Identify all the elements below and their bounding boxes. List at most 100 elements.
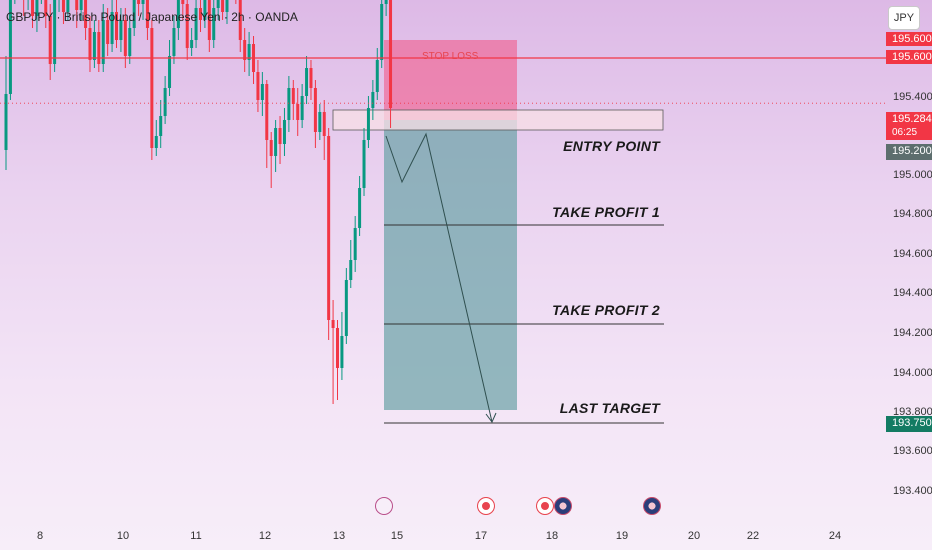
candle [58,0,60,12]
candle-body [340,336,344,368]
price-tick-label: 194.800 [893,208,932,220]
candle-body [106,20,110,44]
candle [225,0,229,24]
projection-path [385,132,493,423]
candle [150,20,154,160]
uk-flag-event-icon-2[interactable] [643,497,661,515]
candle [48,4,52,80]
record-event-icon-2[interactable] [536,497,554,515]
candle-body [212,8,216,40]
candle [154,120,158,156]
candle [185,0,189,60]
stop-loss-zone [384,40,517,120]
candle-body [181,0,185,4]
candle [309,60,313,100]
candle-body [123,20,127,56]
entry-point-label: ENTRY POINT [563,138,660,154]
time-tick-label: 13 [332,530,346,542]
candle-body [384,0,388,4]
candle-body [53,0,57,64]
time-tick-label: 12 [258,530,272,542]
candle [274,120,278,172]
candle [101,4,105,72]
candle-body [66,0,70,12]
candle-body [371,92,375,108]
candle-body [225,0,229,12]
candle [380,0,384,68]
candle [172,16,176,64]
candle [243,28,247,72]
candle-body [4,94,8,150]
candle [75,0,79,28]
candle-body [198,8,202,20]
candle [322,100,326,160]
profit-zone [384,120,517,410]
candle [216,0,220,20]
candle [300,84,304,128]
candle-body [216,0,220,8]
candle-body [366,108,370,140]
current-price-tag: 195.284 [886,112,932,126]
candle-body [61,0,65,12]
candle-body [389,0,393,108]
candle-body [176,0,180,28]
record-event-icon[interactable] [477,497,495,515]
candle-body [194,8,198,40]
candle-body [349,260,353,280]
candle [362,128,366,196]
candle [366,96,370,148]
candle [198,0,202,32]
stop-loss-label: STOP LOSS [422,51,479,62]
candle [14,0,16,4]
candle [353,216,357,272]
candle [247,32,251,76]
candle [159,100,163,148]
time-tick-label: 19 [615,530,629,542]
currency-button[interactable]: JPY [888,6,920,30]
time-tick-label: 8 [36,530,44,542]
candle-body [137,0,141,4]
candle-body [35,0,39,16]
symbol-title: GBPJPY · British Pound / Japanese Yen · … [6,10,298,24]
candle [23,0,25,16]
candle [194,0,198,48]
candle [53,0,57,72]
candle [331,300,335,404]
candle [145,0,149,40]
uk-flag-event-icon[interactable] [554,497,572,515]
candle-body [101,20,105,64]
candle [291,80,295,120]
candle [8,0,12,100]
candle-body [247,44,251,60]
candle [61,0,65,24]
candle-body [380,4,384,60]
time-tick-label: 18 [545,530,559,542]
candle [168,40,172,96]
candle [79,0,83,20]
candle-body [154,136,158,148]
candle-body [336,328,339,368]
candle [238,0,242,52]
time-tick-label: 24 [828,530,842,542]
candle-body [8,0,12,94]
candle [88,16,92,72]
candle [287,76,291,132]
candle [375,48,379,100]
price-tick-label: 194.200 [893,327,932,339]
candle [141,0,145,20]
candle [384,0,388,16]
candle [163,76,167,124]
candle-body [331,320,335,328]
lightning-event-icon[interactable] [375,497,393,515]
candle-body [75,0,79,10]
candle-body [318,112,322,132]
candle [313,80,317,148]
candle-body [119,20,123,40]
candle-body [344,280,348,336]
candle [349,240,353,288]
take-profit-2-label: TAKE PROFIT 2 [552,302,660,318]
candle [296,88,300,136]
stop-loss-price-tag: 195.600 [886,50,932,64]
candle [207,0,211,52]
